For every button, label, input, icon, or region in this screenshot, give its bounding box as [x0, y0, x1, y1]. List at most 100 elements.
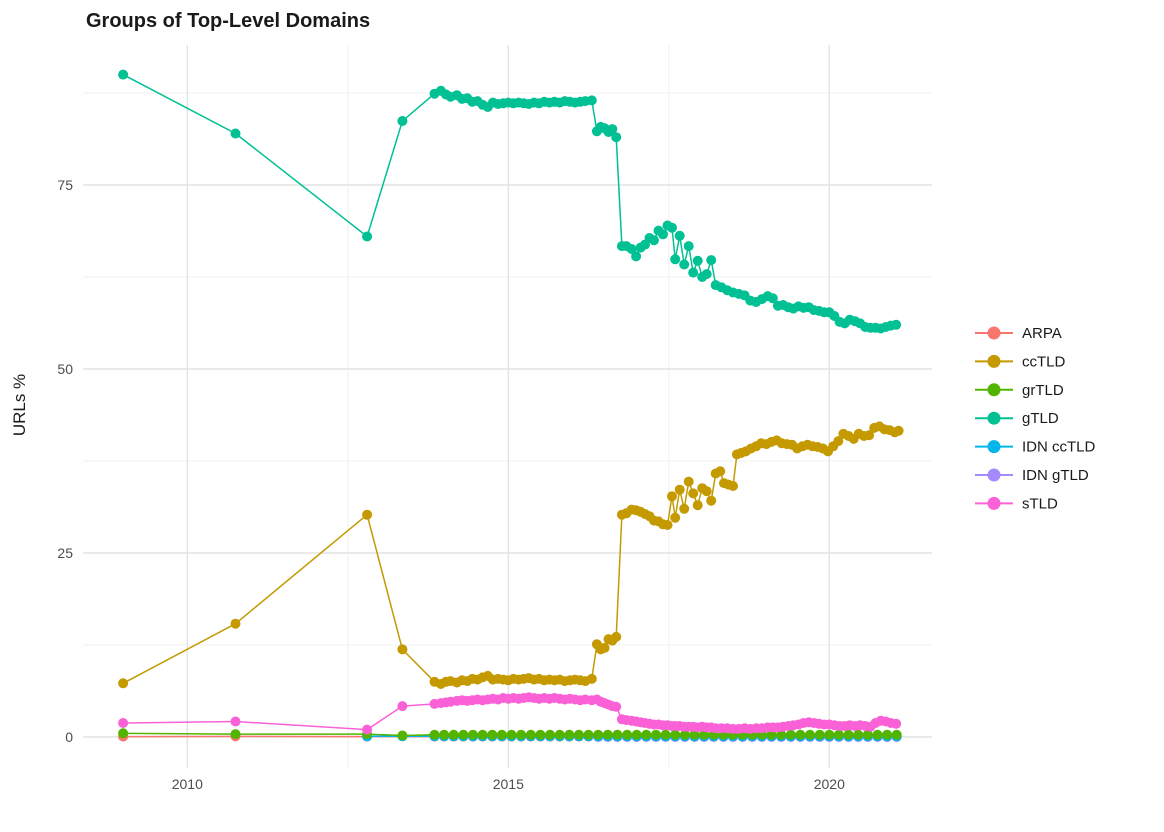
data-point-gtld	[688, 268, 698, 278]
data-point-grtld	[670, 730, 680, 740]
data-point-cctld	[600, 643, 610, 653]
legend-label-idn-cctld: IDN ccTLD	[1022, 439, 1096, 456]
data-point-gtld	[649, 235, 659, 245]
data-point-cctld	[702, 486, 712, 496]
y-tick-label: 25	[57, 545, 73, 561]
data-point-grtld	[231, 729, 241, 739]
data-point-cctld	[663, 520, 673, 530]
data-point-gtld	[658, 229, 668, 239]
data-point-gtld	[675, 231, 685, 241]
data-point-grtld	[892, 730, 902, 740]
data-point-cctld	[667, 491, 677, 501]
data-point-grtld	[118, 728, 128, 738]
data-point-grtld	[545, 730, 555, 740]
data-point-stld	[231, 717, 241, 727]
y-tick-label: 0	[65, 729, 73, 745]
legend-key-dot-gtld	[988, 412, 1001, 425]
data-point-gtld	[631, 251, 641, 261]
y-tick-label: 50	[57, 361, 73, 377]
y-axis-title: URLs %	[10, 374, 29, 436]
data-point-gtld	[231, 129, 241, 139]
data-point-stld	[362, 725, 372, 735]
data-point-stld	[611, 702, 621, 712]
data-point-cctld	[675, 485, 685, 495]
x-tick-label: 2015	[493, 776, 524, 792]
x-tick-label: 2010	[172, 776, 203, 792]
legend-label-cctld: ccTLD	[1022, 353, 1066, 370]
data-point-cctld	[397, 644, 407, 654]
data-point-grtld	[853, 730, 863, 740]
data-point-grtld	[603, 730, 613, 740]
data-point-gtld	[891, 320, 901, 330]
legend-key-dot-arpa	[988, 327, 1001, 340]
data-point-gtld	[693, 256, 703, 266]
data-point-grtld	[641, 730, 651, 740]
data-point-grtld	[844, 730, 854, 740]
data-point-cctld	[728, 481, 738, 491]
data-point-cctld	[231, 619, 241, 629]
data-point-grtld	[795, 730, 805, 740]
data-point-cctld	[894, 426, 904, 436]
data-point-grtld	[584, 730, 594, 740]
chart-title: Groups of Top-Level Domains	[86, 10, 370, 32]
data-point-grtld	[815, 730, 825, 740]
legend-key-dot-idn-gtld	[988, 469, 1001, 482]
data-point-grtld	[612, 730, 622, 740]
data-point-grtld	[535, 730, 545, 740]
data-point-gtld	[397, 116, 407, 126]
data-point-gtld	[670, 254, 680, 264]
data-point-gtld	[706, 255, 716, 265]
data-point-grtld	[497, 730, 507, 740]
data-point-gtld	[684, 241, 694, 251]
data-point-gtld	[667, 223, 677, 233]
data-point-grtld	[834, 730, 844, 740]
data-point-cctld	[118, 678, 128, 688]
data-point-gtld	[587, 95, 597, 105]
legend-key-dot-cctld	[988, 355, 1001, 368]
data-point-gtld	[611, 132, 621, 142]
data-point-grtld	[526, 730, 536, 740]
legend-key-dot-idn-cctld	[988, 440, 1001, 453]
data-point-grtld	[661, 730, 671, 740]
data-point-grtld	[632, 730, 642, 740]
legend-label-stld: sTLD	[1022, 495, 1058, 512]
data-point-grtld	[882, 730, 892, 740]
data-point-grtld	[439, 730, 449, 740]
data-point-grtld	[487, 730, 497, 740]
data-point-cctld	[706, 496, 716, 506]
data-point-cctld	[679, 504, 689, 514]
data-point-grtld	[873, 730, 883, 740]
data-point-grtld	[468, 730, 478, 740]
data-point-cctld	[693, 500, 703, 510]
data-point-cctld	[611, 632, 621, 642]
legend-key-dot-stld	[988, 497, 1001, 510]
data-point-grtld	[397, 731, 407, 741]
data-point-stld	[118, 718, 128, 728]
data-point-grtld	[516, 730, 526, 740]
x-tick-label: 2020	[814, 776, 845, 792]
data-point-gtld	[118, 70, 128, 80]
legend-label-grtld: grTLD	[1022, 382, 1064, 399]
data-point-grtld	[458, 730, 468, 740]
data-point-cctld	[715, 466, 725, 476]
data-point-grtld	[507, 730, 517, 740]
data-point-grtld	[622, 730, 632, 740]
data-point-grtld	[564, 730, 574, 740]
data-point-gtld	[679, 260, 689, 270]
data-point-grtld	[593, 730, 603, 740]
data-point-grtld	[555, 730, 565, 740]
legend-label-idn-gtld: IDN gTLD	[1022, 467, 1089, 484]
data-point-grtld	[449, 730, 459, 740]
data-point-gtld	[362, 232, 372, 242]
data-point-cctld	[587, 674, 597, 684]
data-point-grtld	[805, 730, 815, 740]
legend-key-dot-grtld	[988, 383, 1001, 396]
data-point-stld	[397, 701, 407, 711]
data-point-grtld	[824, 730, 834, 740]
data-point-cctld	[362, 510, 372, 520]
data-point-grtld	[478, 730, 488, 740]
legend-label-arpa: ARPA	[1022, 325, 1062, 342]
data-point-stld	[891, 719, 901, 729]
legend-label-gtld: gTLD	[1022, 410, 1059, 427]
y-tick-label: 75	[57, 177, 73, 193]
